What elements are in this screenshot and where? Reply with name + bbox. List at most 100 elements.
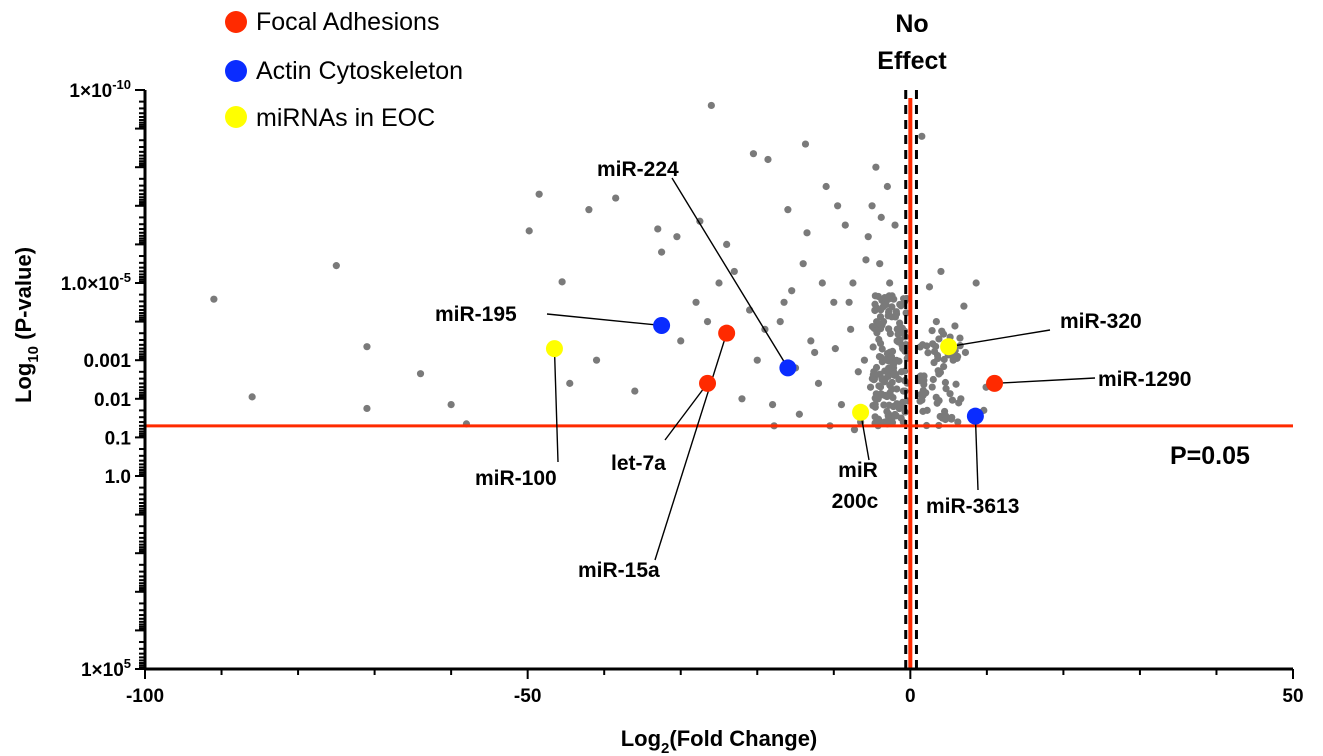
data-point-gray — [884, 372, 892, 380]
data-point-gray — [928, 383, 936, 391]
label-mir-195: miR-195 — [435, 303, 517, 326]
highlight-point-mir-195 — [653, 316, 671, 334]
data-point-gray — [876, 313, 885, 321]
y-axis-title: Log10 (P-value) — [11, 247, 42, 403]
data-point-gray — [416, 370, 425, 378]
data-point-gray — [795, 410, 803, 418]
data-point-gray — [888, 303, 896, 311]
data-point-gray — [938, 327, 946, 335]
data-point-gray — [703, 318, 712, 326]
data-point-gray — [525, 227, 533, 235]
data-point-gray — [893, 400, 901, 408]
data-point-gray — [631, 387, 639, 395]
data-point-gray — [932, 318, 940, 326]
data-point-gray — [932, 342, 940, 351]
y-tick-label: 1.0 — [105, 467, 131, 488]
data-point-gray — [753, 356, 761, 364]
highlight-point-mir-320 — [940, 338, 958, 356]
data-point-gray — [862, 256, 870, 264]
label-let-7a: let-7a — [611, 452, 666, 475]
data-point-gray — [535, 190, 543, 198]
data-point-gray — [941, 378, 950, 387]
data-point-gray — [673, 233, 681, 241]
label-mir-200c-line2: 200c — [832, 490, 879, 513]
label-mir-100: miR-100 — [475, 467, 557, 490]
data-point-gray — [707, 101, 715, 110]
data-point-gray — [888, 415, 896, 423]
data-point-gray — [880, 401, 888, 409]
data-point-gray — [928, 326, 936, 335]
data-point-gray — [961, 348, 970, 357]
axes-layer: 1×10-10 1.0×10-5 0.001 0.01 0.1 1.0 1×105 -100 -… — [11, 77, 1304, 756]
data-point-gray — [845, 298, 853, 306]
data-point-gray — [868, 202, 876, 210]
data-point-gray — [936, 412, 944, 421]
highlight-point-mir-224 — [779, 359, 797, 377]
data-point-gray — [898, 398, 907, 407]
legend-label-focal-adhesions: Focal Adhesions — [256, 8, 439, 36]
data-point-gray — [937, 267, 945, 276]
data-point-gray — [935, 335, 943, 343]
data-point-gray — [869, 343, 877, 351]
legend-label-mirnas-in-eoc: miRNAs in EOC — [256, 104, 435, 132]
data-point-gray — [886, 329, 894, 338]
data-point-gray — [799, 260, 807, 268]
legend: Focal Adhesions Actin Cytoskeleton miRNA… — [225, 8, 463, 132]
highlight-point-mir-100 — [545, 340, 563, 358]
data-point-gray — [873, 318, 881, 326]
data-point-gray — [881, 367, 889, 375]
data-point-gray — [889, 393, 897, 402]
data-point-gray — [902, 309, 910, 317]
data-point-gray — [887, 353, 896, 361]
data-point-gray — [866, 383, 875, 391]
data-point-gray — [764, 155, 772, 164]
leader-line — [948, 329, 1051, 348]
data-point-gray — [890, 295, 898, 303]
data-point-gray — [872, 304, 881, 312]
data-point-gray — [850, 426, 859, 434]
data-point-gray — [837, 400, 846, 409]
data-point-gray — [940, 355, 948, 364]
data-point-gray — [363, 343, 371, 351]
leader-line — [994, 377, 1096, 385]
data-point-gray — [566, 379, 574, 387]
data-point-gray — [831, 345, 839, 353]
data-point-gray — [898, 341, 906, 349]
data-point-gray — [612, 194, 620, 202]
data-point-gray — [738, 395, 746, 403]
leader-line — [553, 348, 559, 463]
data-point-gray — [954, 352, 962, 361]
data-point-gray — [801, 140, 810, 148]
highlight-point-mir-3613 — [966, 407, 984, 425]
data-point-gray — [932, 393, 940, 401]
data-point-gray — [884, 308, 893, 317]
data-point-gray — [876, 260, 884, 268]
data-point-gray — [730, 267, 738, 276]
data-point-gray — [954, 418, 962, 426]
data-point-gray — [814, 379, 823, 387]
data-point-gray — [877, 390, 885, 398]
legend-marker-actin-cytoskeleton — [225, 60, 247, 82]
data-point-gray — [919, 377, 927, 385]
data-point-gray — [891, 313, 899, 321]
data-point-gray — [919, 407, 927, 415]
data-point-gray — [920, 389, 928, 397]
y-tick-label: 1.0×10-5 — [61, 270, 131, 295]
data-point-gray — [940, 362, 948, 371]
data-point-gray — [749, 150, 758, 158]
p-threshold-label: P=0.05 — [1170, 442, 1250, 470]
data-point-gray — [941, 415, 950, 424]
highlight-point-let-7a — [699, 374, 717, 392]
label-mir-320: miR-320 — [1060, 310, 1142, 333]
x-tick-label: 0 — [905, 686, 916, 707]
data-point-gray — [873, 329, 881, 337]
data-point-gray — [715, 279, 723, 287]
label-mir-15a: miR-15a — [578, 559, 660, 582]
data-point-gray — [877, 213, 885, 221]
data-point-gray — [890, 371, 899, 379]
label-mir-3613: miR-3613 — [926, 495, 1019, 518]
highlight-point-mir-1290 — [986, 374, 1004, 392]
data-point-gray — [886, 279, 894, 287]
data-point-gray — [897, 368, 906, 376]
data-point-gray — [788, 287, 796, 295]
